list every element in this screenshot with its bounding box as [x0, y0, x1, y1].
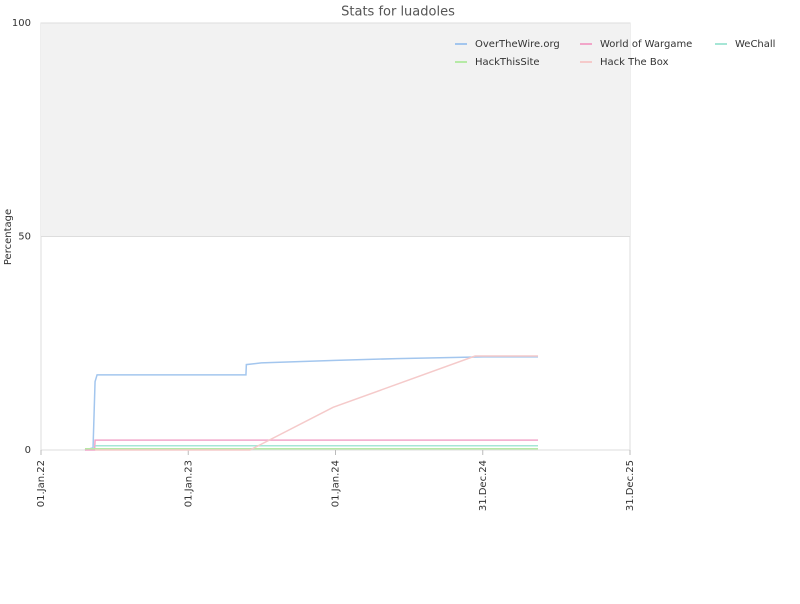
- series-line: [84, 439, 539, 451]
- legend-label: OverTheWire.org: [475, 39, 560, 50]
- x-tick-label: 01.Jan.23: [183, 460, 194, 507]
- y-tick-label: 50: [18, 232, 31, 243]
- y-tick-label: 100: [12, 18, 31, 29]
- chart-title: Stats for luadoles: [341, 5, 455, 20]
- x-tick-label: 31.Dec.25: [625, 460, 636, 511]
- shaded-band: [41, 23, 630, 237]
- x-tick-label: 01.Jan.22: [36, 460, 47, 507]
- legend-label: World of Wargame: [600, 39, 692, 50]
- x-tick-label: 31.Dec.24: [478, 460, 489, 511]
- x-tick-label: 01.Jan.24: [331, 460, 342, 507]
- y-tick-label: 0: [25, 445, 31, 456]
- series-line: [84, 356, 539, 451]
- series-line: [95, 355, 539, 451]
- legend-label: WeChall: [735, 39, 775, 50]
- legend-label: Hack The Box: [600, 57, 669, 68]
- y-axis-label: Percentage: [3, 209, 14, 265]
- legend-label: HackThisSite: [475, 57, 540, 68]
